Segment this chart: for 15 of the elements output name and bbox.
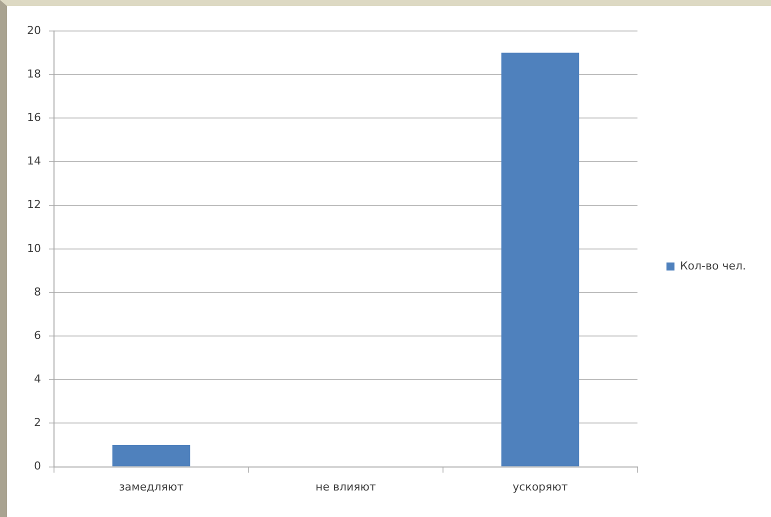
y-tick-label: 4: [34, 372, 41, 386]
y-tick-label: 20: [26, 24, 41, 37]
legend-label: Кол-во чел.: [680, 259, 746, 272]
y-tick-label: 10: [26, 242, 41, 255]
x-tick-label: ускоряют: [512, 480, 568, 494]
y-tick-label: 12: [26, 198, 41, 212]
y-tick-label: 2: [34, 416, 41, 430]
x-tick-label: не влияют: [316, 480, 377, 494]
y-tick-label: 16: [26, 111, 41, 124]
y-tick-label: 18: [26, 67, 41, 80]
x-tick-label: замедляют: [118, 480, 184, 494]
y-tick-label: 8: [34, 285, 41, 298]
y-tick-label: 6: [34, 328, 41, 342]
y-tick-label: 0: [34, 460, 41, 473]
y-tick-label: 14: [26, 154, 41, 168]
